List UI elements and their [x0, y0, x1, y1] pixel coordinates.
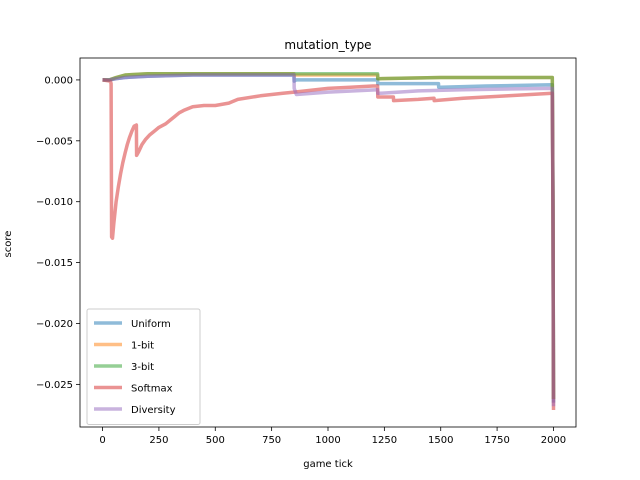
legend-label: Uniform: [131, 319, 171, 330]
legend-label: Diversity: [131, 405, 176, 416]
y-tick-label: −0.015: [36, 258, 73, 269]
x-tick-label: 1500: [428, 435, 453, 446]
legend-label: 3-bit: [131, 362, 154, 373]
legend-label: 1-bit: [131, 341, 154, 352]
series-line-diversity: [102, 73, 556, 407]
x-axis-label: game tick: [303, 459, 353, 470]
x-axis: 0 250 500 750 1000 1250 1500 1750 2000: [99, 427, 566, 446]
legend-label: Softmax: [131, 384, 173, 395]
y-tick-label: 0.000: [44, 75, 73, 86]
x-tick-label: 1750: [484, 435, 509, 446]
x-tick-label: 250: [149, 435, 168, 446]
x-tick-label: 1250: [372, 435, 397, 446]
x-tick-label: 1000: [315, 435, 340, 446]
x-tick-label: 0: [99, 435, 105, 446]
plot-area: [79, 57, 577, 428]
x-tick-label: 750: [262, 435, 281, 446]
legend-box: [86, 308, 201, 425]
y-axis: 0.000 −0.005 −0.010 −0.015 −0.020 −0.025: [36, 75, 80, 391]
y-tick-label: −0.025: [36, 380, 73, 391]
series-layer: [102, 72, 556, 411]
legend: Uniform 1-bit 3-bit Softmax Diversity: [86, 308, 201, 425]
y-axis-label: score: [3, 231, 14, 258]
x-tick-label: 500: [206, 435, 225, 446]
x-tick-label: 2000: [541, 435, 566, 446]
chart-title: mutation_type: [284, 38, 371, 52]
series-line-softmax: [102, 78, 556, 411]
y-tick-label: −0.010: [36, 197, 73, 208]
y-tick-label: −0.005: [36, 136, 73, 147]
y-tick-label: −0.020: [36, 319, 73, 330]
